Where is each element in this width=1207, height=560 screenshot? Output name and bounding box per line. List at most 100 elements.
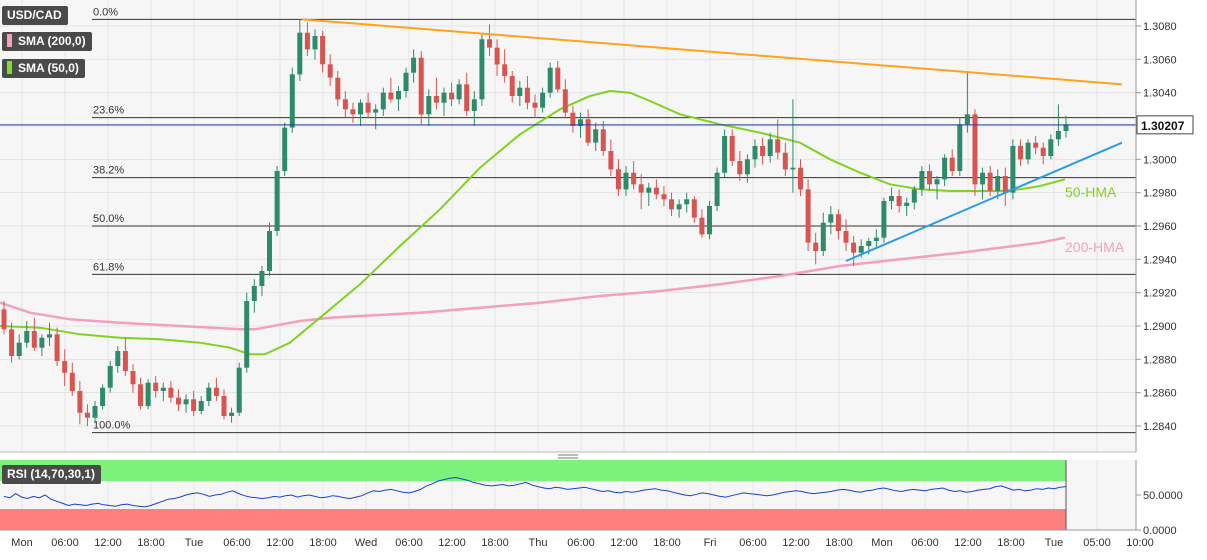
candle-body <box>798 167 803 190</box>
candle-body <box>570 112 576 126</box>
candle-body <box>835 214 841 231</box>
sma50-annotation: 50-HMA <box>1065 184 1117 200</box>
candle-body <box>342 99 348 110</box>
sma200-annotation: 200-HMA <box>1065 239 1125 255</box>
fib-level-label: 61.8% <box>93 261 124 273</box>
candle-body <box>934 179 940 185</box>
candle-body <box>1025 142 1031 160</box>
time-tick-label: Mon <box>871 537 892 549</box>
price-tick-label: 1.2860 <box>1143 388 1177 400</box>
candle-body <box>942 157 948 180</box>
candle-body <box>380 92 386 110</box>
candle-body <box>631 172 637 185</box>
candle-body <box>183 399 189 405</box>
candle-body <box>873 237 879 241</box>
price-tick-label: 1.3040 <box>1143 88 1177 100</box>
candle-body <box>145 382 151 406</box>
candle-body <box>206 387 212 401</box>
candle-body <box>790 167 796 170</box>
candle-body <box>1048 139 1054 156</box>
candle-body <box>221 396 227 416</box>
candle-body <box>1010 146 1016 193</box>
candle-body <box>904 202 910 206</box>
indicator-sma50[interactable]: SMA (50,0) <box>2 59 85 78</box>
candle-body <box>289 74 295 128</box>
candle-body <box>752 146 758 160</box>
candle-body <box>524 87 530 103</box>
candle-body <box>267 231 272 271</box>
candle-body <box>858 246 864 253</box>
candle-body <box>24 331 30 343</box>
candle-body <box>744 159 750 175</box>
candle-body <box>782 152 788 170</box>
candle-body <box>100 387 106 406</box>
candle-body <box>949 157 955 171</box>
candle-body <box>1063 124 1069 131</box>
candle-body <box>130 371 136 385</box>
candle-body <box>638 184 644 193</box>
candle-body <box>47 334 52 338</box>
candle-body <box>851 242 857 253</box>
candle-body <box>737 161 743 175</box>
candle-body <box>661 194 667 200</box>
candle-body <box>487 39 492 48</box>
candle-body <box>972 114 978 185</box>
candle-body <box>297 32 303 75</box>
candle-body <box>198 401 204 411</box>
candle-body <box>327 64 333 78</box>
candle-body <box>312 36 318 50</box>
candle-body <box>927 171 932 185</box>
candle-body <box>77 391 83 413</box>
rsi-overbought-zone <box>0 460 1066 481</box>
candle-body <box>373 109 379 113</box>
time-tick-label: 18:00 <box>481 537 509 549</box>
price-tick-label: 1.2900 <box>1143 321 1177 333</box>
candle-body <box>62 361 68 373</box>
candle-body <box>31 331 37 348</box>
candle-body <box>532 102 538 108</box>
candle-body <box>160 387 166 391</box>
candle-body <box>449 92 455 100</box>
candle-body <box>547 67 553 93</box>
support-trendline <box>845 141 1123 262</box>
price-tick-label: 1.3080 <box>1143 21 1177 33</box>
candle-body <box>760 146 766 156</box>
candle-body <box>699 217 705 235</box>
candle-body <box>426 96 432 115</box>
candle-body <box>585 119 591 143</box>
price-tick-label: 1.2960 <box>1143 221 1177 233</box>
time-tick-label: Tue <box>185 537 204 549</box>
candle-body <box>433 96 439 103</box>
rsi-tick-label: 0.0000 <box>1143 525 1177 537</box>
candle-body <box>676 204 682 210</box>
price-tick-label: 1.2980 <box>1143 188 1177 200</box>
rsi-label[interactable]: RSI (14,70,30,1) <box>2 465 102 484</box>
candle-body <box>274 171 280 231</box>
candle-body <box>1018 146 1023 160</box>
rsi-label-text: RSI (14,70,30,1) <box>7 467 96 481</box>
time-tick-label: 06:00 <box>911 537 939 549</box>
rsi-tick-label: 50.0000 <box>1143 490 1183 502</box>
indicator-sma200-label: SMA (200,0) <box>18 34 86 48</box>
rsi-oversold-zone <box>0 509 1066 530</box>
candle-body <box>479 39 485 100</box>
candle-body <box>623 172 629 190</box>
time-tick-label: 18:00 <box>997 537 1025 549</box>
candle-body <box>259 271 265 286</box>
candle-body <box>957 124 963 171</box>
candle-body <box>138 384 143 406</box>
price-tick-label: 1.2920 <box>1143 288 1177 300</box>
candle-body <box>39 337 45 348</box>
sma200-swatch <box>7 34 12 47</box>
resistance-trendline <box>301 18 1123 86</box>
pair-label[interactable]: USD/CAD <box>2 6 68 25</box>
candle-body <box>471 99 477 111</box>
candle-body <box>396 91 401 100</box>
indicator-sma200[interactable]: SMA (200,0) <box>2 32 92 51</box>
price-tick-label: 1.3000 <box>1143 154 1177 166</box>
time-tick-label: 06:00 <box>567 537 595 549</box>
candle-body <box>403 72 409 91</box>
indicator-sma50-label: SMA (50,0) <box>18 61 79 75</box>
time-tick-label: 18:00 <box>309 537 337 549</box>
